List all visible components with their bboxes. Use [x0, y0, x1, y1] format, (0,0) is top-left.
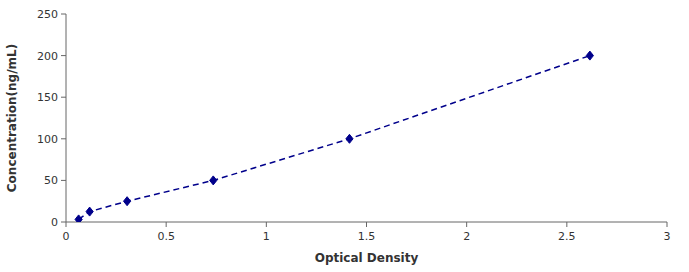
- data-point: [210, 176, 217, 185]
- x-tick-label: 3: [664, 230, 671, 243]
- y-tick-label: 150: [37, 91, 58, 104]
- y-tick: [61, 97, 66, 98]
- x-tick-label: 0.5: [157, 230, 175, 243]
- x-tick-label: 0: [63, 230, 70, 243]
- data-point: [75, 215, 82, 222]
- x-tick: [566, 222, 567, 227]
- data-point: [86, 207, 93, 216]
- y-tick-label: 0: [51, 216, 58, 229]
- data-line: [79, 56, 590, 220]
- x-tick-label: 1: [263, 230, 270, 243]
- x-tick-label: 1.5: [358, 230, 376, 243]
- chart: 0 0.5 1 1.5 2 2.5 3 0 50 100 150 200 250 Optical Dens…: [0, 0, 689, 272]
- y-tick-label: 200: [37, 50, 58, 63]
- y-tick: [61, 55, 66, 56]
- y-tick-label: 100: [37, 133, 58, 146]
- x-tick: [166, 222, 167, 227]
- x-tick: [66, 222, 67, 227]
- x-tick-label: 2: [463, 230, 470, 243]
- y-tick: [61, 180, 66, 181]
- x-tick: [466, 222, 467, 227]
- y-tick: [61, 138, 66, 139]
- x-tick: [366, 222, 367, 227]
- x-tick-label: 2.5: [558, 230, 576, 243]
- x-tick: [667, 222, 668, 227]
- data-point: [124, 197, 131, 206]
- y-tick-label: 50: [44, 174, 58, 187]
- data-point: [346, 134, 353, 143]
- y-tick-label: 250: [37, 8, 58, 21]
- x-axis-label: Optical Density: [315, 251, 419, 265]
- y-axis-line: [66, 14, 67, 222]
- x-tick: [266, 222, 267, 227]
- y-axis-label: Concentration(ng/mL): [5, 44, 19, 192]
- plot-area: [75, 51, 593, 222]
- data-point: [586, 51, 593, 60]
- y-tick: [61, 14, 66, 15]
- y-tick: [61, 222, 66, 223]
